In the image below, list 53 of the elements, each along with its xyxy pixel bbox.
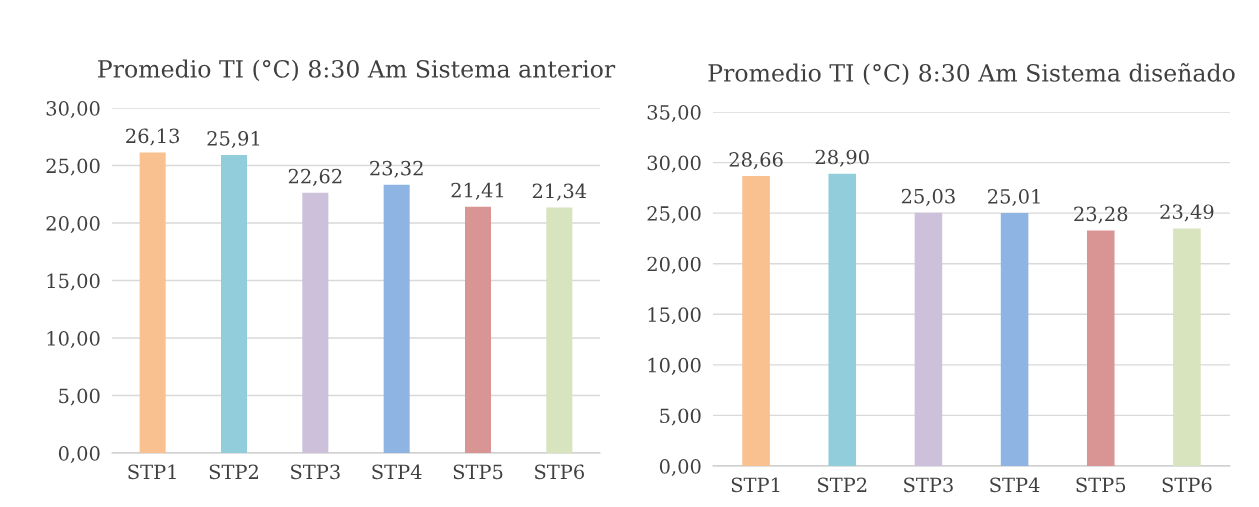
x-tick-label: STP2 xyxy=(209,464,258,480)
x-tick-label: STP1 xyxy=(731,477,780,493)
data-label: 25,03 xyxy=(901,188,955,206)
y-tick-label: 0,00 xyxy=(659,458,701,477)
y-tick-label: 25,00 xyxy=(46,158,100,176)
y-tick-label: 15,00 xyxy=(47,273,100,291)
x-tick-label: STP4 xyxy=(990,477,1040,493)
chart-title: Promedio TI (°C) 8:30 Am Sistema anterior xyxy=(98,59,616,82)
y-tick-label: 5,00 xyxy=(59,388,100,406)
data-label: 23,49 xyxy=(1160,204,1214,222)
data-label: 25,91 xyxy=(207,131,260,149)
bar xyxy=(464,206,492,453)
y-tick-label: 0,00 xyxy=(58,445,100,464)
bar xyxy=(220,155,248,453)
bar xyxy=(914,212,943,466)
y-tick-label: 10,00 xyxy=(47,330,100,349)
y-tick-label: 20,00 xyxy=(46,215,100,234)
data-label: 23,32 xyxy=(370,160,423,178)
data-label: 26,13 xyxy=(126,128,180,146)
bar xyxy=(1086,230,1115,466)
x-tick-label: STP6 xyxy=(535,464,584,480)
bar xyxy=(139,152,166,453)
x-tick-label: STP3 xyxy=(291,464,340,480)
bar xyxy=(1000,213,1029,466)
data-label: 28,66 xyxy=(729,152,783,170)
y-tick-label: 25,00 xyxy=(647,206,701,224)
y-tick-label: 10,00 xyxy=(648,357,701,375)
x-tick-label: STP5 xyxy=(1076,477,1126,493)
data-label: 25,01 xyxy=(988,189,1040,207)
x-tick-label: STP1 xyxy=(128,464,176,480)
y-tick-label: 15,00 xyxy=(648,307,701,325)
x-tick-label: STP2 xyxy=(818,477,867,493)
bar xyxy=(828,173,857,466)
data-label: 22,62 xyxy=(288,168,342,186)
y-tick-label: 5,00 xyxy=(660,408,701,426)
bar xyxy=(742,176,770,466)
y-tick-label: 30,00 xyxy=(647,155,701,173)
data-label: 28,90 xyxy=(815,149,869,167)
x-tick-label: STP4 xyxy=(372,464,422,480)
x-tick-label: STP5 xyxy=(453,464,503,480)
data-label: 21,34 xyxy=(532,183,587,201)
chart-title: Promedio TI (°C) 8:30 Am Sistema diseñado xyxy=(708,63,1235,86)
y-tick-label: 35,00 xyxy=(647,104,701,123)
x-tick-label: STP6 xyxy=(1162,477,1212,493)
bar xyxy=(302,192,329,453)
y-tick-label: 20,00 xyxy=(647,256,701,274)
y-tick-label: 30,00 xyxy=(46,100,100,119)
bar xyxy=(546,207,573,453)
bar xyxy=(1173,228,1201,466)
data-label: 21,41 xyxy=(451,182,504,200)
bar xyxy=(383,184,410,453)
x-tick-label: STP3 xyxy=(904,477,953,493)
data-label: 23,28 xyxy=(1074,206,1128,224)
